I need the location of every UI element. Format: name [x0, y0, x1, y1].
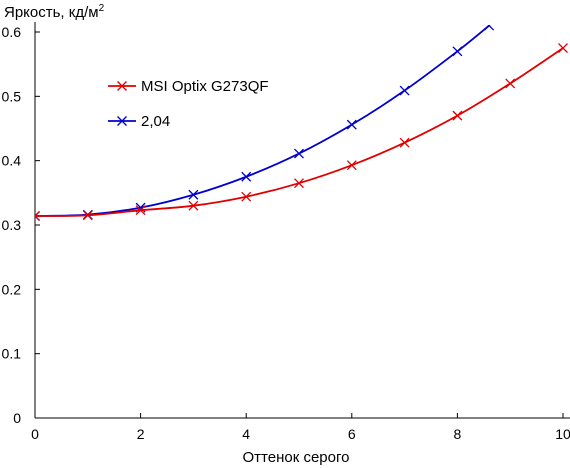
data-point-marker	[241, 171, 252, 182]
y-tick-label: 0.5	[2, 88, 22, 104]
data-point-marker-stroke	[35, 215, 40, 221]
data-point-marker-stroke	[452, 46, 463, 57]
data-point-marker-stroke	[82, 210, 93, 221]
data-point-marker-stroke	[346, 119, 357, 130]
data-point-marker	[188, 189, 199, 200]
data-point-marker	[188, 200, 199, 211]
x-tick-label: 10	[555, 426, 570, 442]
data-point-marker-stroke	[188, 189, 199, 200]
data-point-marker	[399, 137, 410, 148]
legend-label: 2,04	[141, 113, 170, 130]
legend-item: MSI Optix G273QF	[108, 78, 269, 95]
data-point-marker	[135, 205, 146, 216]
data-point-marker	[484, 25, 495, 31]
legend-swatch-marker-stroke	[117, 116, 127, 126]
data-point-marker-stroke	[346, 160, 357, 171]
x-tick-label: 4	[242, 426, 250, 442]
y-tick-label: 0.1	[2, 346, 22, 362]
legend: MSI Optix G273QF 2,04	[108, 78, 269, 130]
x-tick-label: 6	[348, 426, 356, 442]
series-layer	[35, 25, 568, 221]
data-point-marker	[346, 160, 357, 171]
y-tick-label: 0.2	[2, 281, 22, 297]
data-point-marker	[294, 148, 304, 159]
y-axis-title-superscript: 2	[99, 3, 105, 14]
data-point-marker	[558, 43, 568, 54]
axes	[34, 22, 570, 419]
data-point-marker	[452, 46, 463, 57]
data-point-marker-stroke	[241, 171, 252, 182]
legend-label: MSI Optix G273QF	[141, 78, 269, 95]
data-point-marker	[505, 78, 516, 89]
data-point-marker-stroke	[399, 85, 410, 96]
x-axis-title: Оттенок серого	[243, 449, 350, 466]
data-point-marker-stroke	[294, 148, 304, 159]
data-point-marker	[346, 119, 357, 130]
data-point-marker-stroke	[35, 211, 40, 217]
y-tick-label: 0.3	[2, 217, 22, 233]
data-point-marker-stroke	[135, 205, 146, 216]
data-point-marker	[82, 210, 93, 221]
x-tick-label: 0	[31, 426, 39, 442]
legend-swatch-marker	[117, 116, 127, 126]
y-axis-title-text: Яркость, кд/м	[4, 4, 99, 21]
data-point-marker-stroke	[505, 78, 516, 89]
y-axis-title: Яркость, кд/м2	[4, 3, 105, 21]
data-point-marker	[399, 85, 410, 96]
y-tick-label: 0	[13, 410, 21, 426]
series-line-1	[35, 25, 490, 217]
data-point-marker	[294, 178, 304, 189]
series-line-0	[35, 47, 564, 217]
x-tick-label: 2	[137, 426, 145, 442]
data-point-marker-stroke	[294, 178, 304, 189]
y-tick-label: 0.6	[2, 24, 22, 40]
legend-swatch-marker	[117, 81, 127, 91]
data-point-marker-stroke	[241, 191, 252, 202]
data-point-marker-stroke	[188, 200, 199, 211]
x-tick-label: 8	[454, 426, 462, 442]
data-point-marker-stroke	[452, 110, 463, 121]
y-tick-label: 0.4	[2, 153, 22, 169]
data-point-marker-stroke	[399, 137, 410, 148]
legend-item: 2,04	[108, 113, 170, 130]
data-point-marker	[241, 191, 252, 202]
data-point-marker	[452, 110, 463, 121]
data-point-marker-stroke	[484, 25, 491, 31]
legend-swatch-marker-stroke	[117, 81, 127, 91]
data-point-marker	[35, 211, 40, 221]
data-point-marker-stroke	[558, 43, 568, 54]
